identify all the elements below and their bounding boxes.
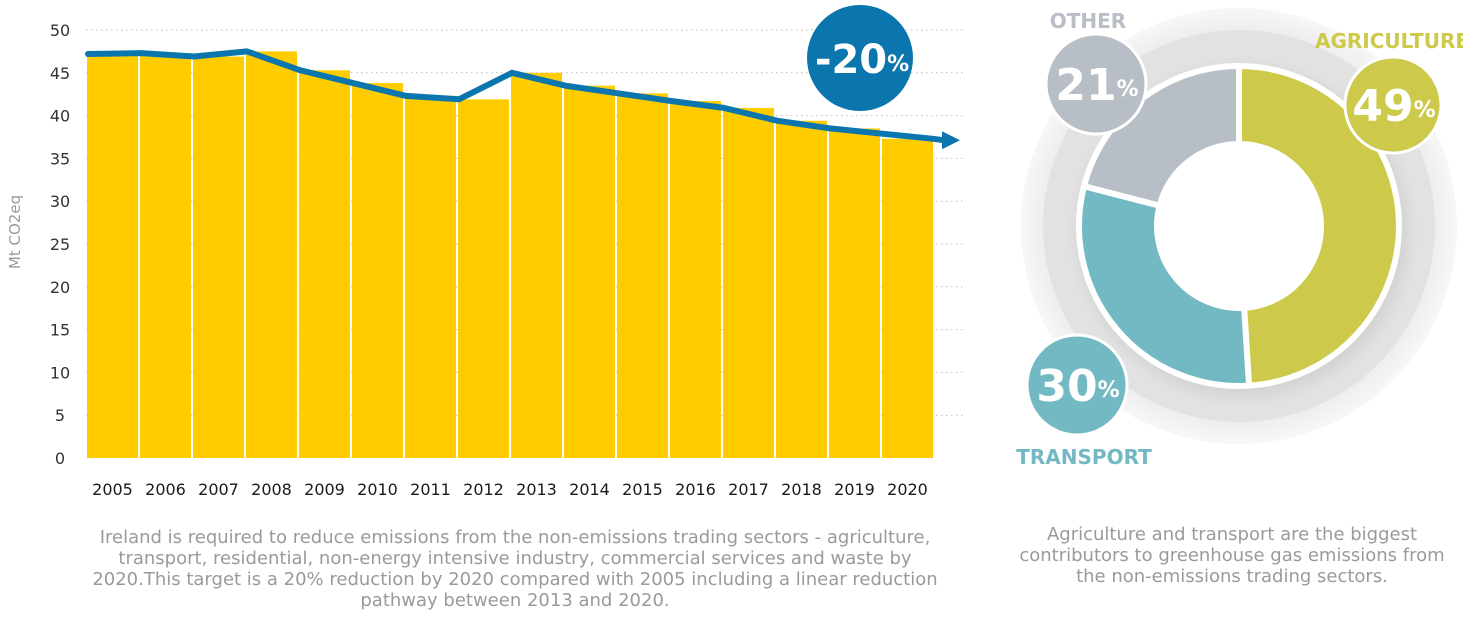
bar: [617, 93, 668, 459]
trend-arrowhead: [942, 131, 960, 150]
bar: [882, 138, 933, 458]
bar: [511, 72, 562, 459]
x-tick-label: 2014: [569, 480, 610, 499]
y-tick-label: 20: [50, 278, 70, 297]
y-tick-label: 10: [50, 363, 70, 382]
bar: [723, 107, 774, 459]
bar: [458, 99, 509, 458]
sector-donut-chart: 49% AGRICULTURE 30% TRANSPORT 21% OTHER: [1016, 8, 1463, 469]
donut-hole: [1157, 144, 1321, 308]
slice-value-unit: %: [1098, 378, 1120, 403]
x-tick-label: 2015: [622, 480, 663, 499]
trend-line-group: [85, 48, 960, 150]
bar: [670, 101, 721, 458]
slice-value-number: 30: [1036, 361, 1097, 412]
slice-value-badge: [1343, 55, 1443, 155]
y-tick-label: 50: [50, 21, 70, 40]
x-tick-label: 2017: [728, 480, 769, 499]
x-tick-label: 2016: [675, 480, 716, 499]
y-tick-label: 0: [55, 449, 65, 468]
bar: [193, 56, 244, 458]
x-tick-label: 2018: [781, 480, 822, 499]
y-tick-label: 5: [55, 406, 65, 425]
badge-text: -20%: [815, 37, 909, 83]
donut-labels: 49% AGRICULTURE 30% TRANSPORT 21% OTHER: [1016, 9, 1463, 469]
slice-value-badge: [1025, 333, 1129, 437]
x-tick-label: 2012: [463, 480, 504, 499]
bar-chart-caption: Ireland is required to reduce emissions …: [92, 527, 938, 611]
x-tick-label: 2006: [145, 480, 186, 499]
badge-unit: %: [887, 52, 909, 77]
bar: [299, 70, 350, 459]
slice-value-unit: %: [1117, 77, 1139, 102]
slice-value-number: 49: [1352, 81, 1413, 132]
x-tick-label: 2011: [410, 480, 451, 499]
bar: [246, 51, 297, 459]
y-tick-label: 35: [50, 149, 70, 168]
slice-category-label: OTHER: [1050, 9, 1126, 33]
x-tick-label: 2008: [251, 480, 292, 499]
slice-value-badge: [1044, 32, 1148, 136]
x-tick-label: 2010: [357, 480, 398, 499]
x-tick-label: 2020: [887, 480, 928, 499]
y-axis-label: Mt CO2eq: [6, 195, 24, 269]
badge-number: -20: [815, 37, 887, 83]
bar: [829, 128, 880, 458]
bar: [87, 53, 138, 459]
y-tick-label: 45: [50, 64, 70, 83]
x-tick-label: 2007: [198, 480, 239, 499]
reduction-badge: -20%: [807, 5, 913, 111]
bars: [87, 51, 933, 459]
x-tick-label: 2009: [304, 480, 345, 499]
bar: [352, 83, 403, 459]
slice-value-unit: %: [1414, 98, 1436, 123]
x-tick-label: 2019: [834, 480, 875, 499]
slice-category-label: TRANSPORT: [1016, 445, 1152, 469]
bar: [140, 53, 191, 458]
bar: [776, 120, 827, 459]
slice-value-text: 21%: [1055, 60, 1138, 111]
slice-value-text: 49%: [1352, 81, 1435, 132]
slice-category-label: AGRICULTURE: [1315, 29, 1463, 53]
bar: [564, 85, 615, 458]
y-tick-label: 30: [50, 192, 70, 211]
bar: [405, 95, 456, 459]
slice-value-number: 21: [1055, 60, 1116, 111]
x-tick-label: 2013: [516, 480, 557, 499]
x-axis-ticks: 2005 2006 2007 2008 2009 2010 2011 2012 2013 2014…: [92, 480, 928, 499]
donut-chart-caption: Agriculture and transport are the bigges…: [1019, 524, 1445, 587]
badge-circle: [807, 5, 913, 111]
y-tick-label: 25: [50, 235, 70, 254]
y-tick-label: 40: [50, 107, 70, 126]
y-axis-ticks: 0 5 10 15 20 25 30 35 40 45 50: [50, 21, 70, 468]
slice-value-text: 30%: [1036, 361, 1119, 412]
trend-line: [85, 48, 947, 144]
y-tick-label: 15: [50, 321, 70, 340]
x-tick-label: 2005: [92, 480, 133, 499]
